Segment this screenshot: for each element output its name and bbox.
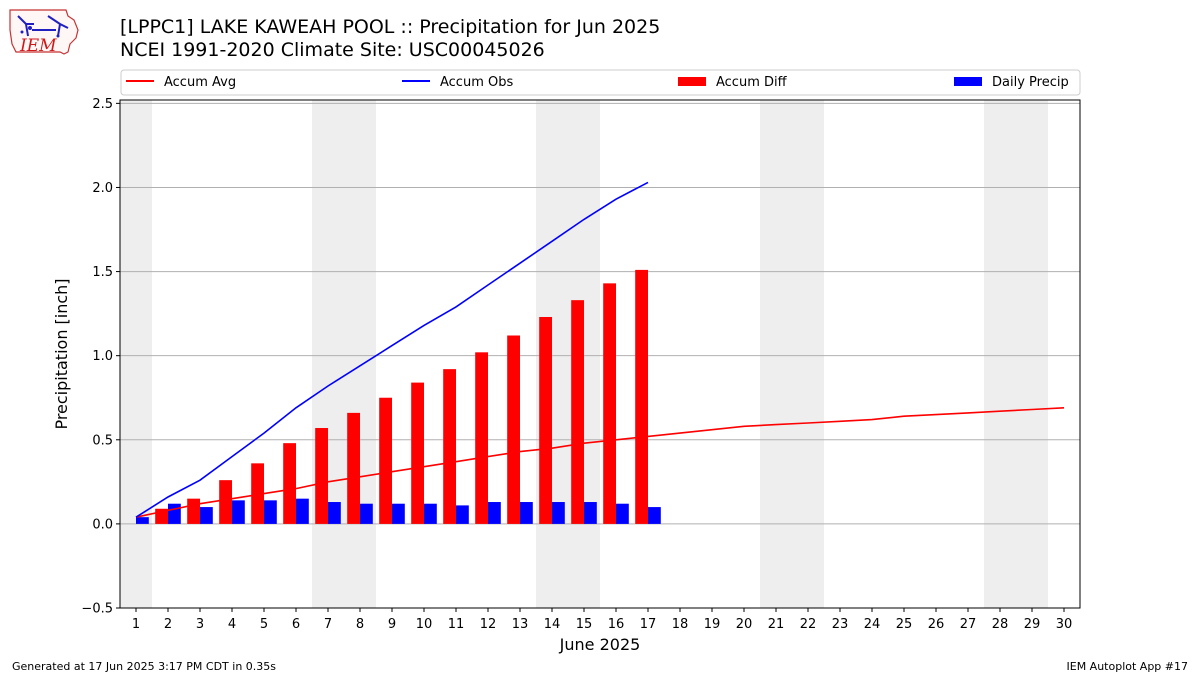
accum-diff-bar	[443, 369, 456, 524]
legend-label: Accum Diff	[716, 75, 788, 90]
y-tick-label: 2.5	[92, 97, 113, 112]
accum-diff-bar	[539, 316, 552, 524]
accum-diff-bar	[411, 382, 424, 524]
x-tick-label: 28	[992, 617, 1009, 632]
accum-diff-bar	[507, 335, 520, 524]
daily-precip-bar	[360, 503, 373, 524]
legend-label: Accum Obs	[440, 75, 513, 90]
daily-precip-bar	[168, 503, 181, 524]
daily-precip-bar	[616, 503, 629, 524]
svg-text:IEM: IEM	[19, 36, 57, 56]
x-tick-label: 21	[768, 617, 785, 632]
x-tick-label: 11	[448, 617, 465, 632]
accum-diff-bar	[347, 412, 360, 524]
x-tick-label: 22	[800, 617, 817, 632]
accum-obs-line	[135, 181, 649, 518]
x-tick-label: 2	[164, 617, 172, 632]
generated-note: Generated at 17 Jun 2025 3:17 PM CDT in …	[12, 660, 277, 673]
x-tick-label: 27	[960, 617, 977, 632]
x-tick-label: 14	[544, 617, 561, 632]
x-tick-label: 16	[608, 617, 625, 632]
weekend-shade	[760, 100, 824, 608]
x-tick-label: 12	[480, 617, 497, 632]
accum-diff-bar	[475, 352, 488, 524]
x-tick-label: 25	[896, 617, 913, 632]
accum-diff-bar	[251, 463, 264, 524]
x-tick-label: 7	[324, 617, 332, 632]
daily-precip-bar	[136, 517, 149, 524]
accum-diff-bar	[635, 269, 648, 524]
daily-precip-bar	[232, 500, 245, 524]
weekend-shade	[984, 100, 1048, 608]
x-tick-label: 8	[356, 617, 364, 632]
daily-precip-bar	[552, 502, 565, 524]
x-tick-label: 4	[228, 617, 236, 632]
daily-precip-bar	[648, 507, 661, 524]
app-credit: IEM Autoplot App #17	[1066, 660, 1189, 673]
x-tick-label: 26	[928, 617, 945, 632]
accum-diff-bar	[315, 428, 328, 524]
daily-precip-bar	[488, 502, 501, 524]
y-tick-label: 0.0	[92, 517, 113, 532]
accum-diff-bar	[219, 480, 232, 524]
chart-title: [LPPC1] LAKE KAWEAH POOL :: Precipitatio…	[120, 16, 661, 38]
legend-box	[120, 69, 1081, 96]
daily-precip-bar	[328, 502, 341, 524]
daily-precip-bar	[200, 507, 213, 524]
y-tick-label: −0.5	[81, 602, 113, 617]
accum-diff-bar	[187, 498, 200, 524]
x-tick-label: 17	[640, 617, 657, 632]
daily-precip-bar	[296, 498, 309, 524]
daily-precip-bar	[424, 503, 437, 524]
y-tick-label: 1.5	[92, 265, 113, 280]
x-axis-label: June 2025	[559, 635, 641, 654]
x-tick-label: 15	[576, 617, 593, 632]
x-tick-label: 23	[832, 617, 849, 632]
x-tick-label: 29	[1024, 617, 1041, 632]
plot-frame	[119, 99, 1081, 609]
x-tick-label: 1	[132, 617, 140, 632]
weekend-shade	[120, 100, 152, 608]
daily-precip-bar	[584, 502, 597, 524]
y-tick-label: 0.5	[92, 433, 113, 448]
accum-diff-bar	[283, 443, 296, 524]
accum-avg-line	[135, 407, 1065, 518]
weekend-shade	[312, 100, 376, 608]
y-axis-label: Precipitation [inch]	[52, 278, 71, 429]
accum-diff-bar	[379, 397, 392, 524]
daily-precip-bar	[456, 505, 469, 524]
x-tick-label: 6	[292, 617, 300, 632]
legend-label: Accum Avg	[164, 75, 236, 90]
x-tick-label: 18	[672, 617, 689, 632]
daily-precip-bar	[264, 500, 277, 524]
x-tick-label: 19	[704, 617, 721, 632]
x-tick-label: 24	[864, 617, 881, 632]
legend-label: Daily Precip	[992, 75, 1069, 90]
x-tick-label: 9	[388, 617, 396, 632]
accum-diff-bar	[603, 283, 616, 524]
x-tick-label: 30	[1056, 617, 1073, 632]
x-tick-label: 3	[196, 617, 204, 632]
x-tick-label: 13	[512, 617, 529, 632]
y-tick-label: 2.0	[92, 181, 113, 196]
x-tick-label: 20	[736, 617, 753, 632]
chart-subtitle: NCEI 1991-2020 Climate Site: USC00045026	[120, 39, 545, 61]
daily-precip-bar	[520, 502, 533, 524]
iem-logo: IEM	[8, 6, 80, 62]
x-tick-label: 5	[260, 617, 268, 632]
x-tick-label: 10	[416, 617, 433, 632]
legend-swatch	[678, 77, 706, 86]
daily-precip-bar	[392, 503, 405, 524]
y-tick-label: 1.0	[92, 349, 113, 364]
legend-swatch	[954, 77, 982, 86]
accum-diff-bar	[571, 300, 584, 524]
